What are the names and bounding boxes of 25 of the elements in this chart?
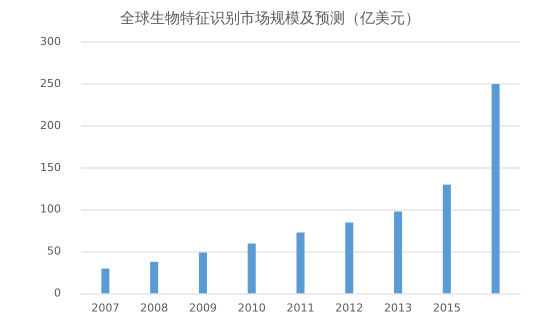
x-tick-label: 2012 [335, 301, 364, 314]
y-tick-label: 250 [40, 76, 61, 90]
chart-title: 全球生物特征识别市场规模及预测（亿美元） [120, 8, 420, 27]
y-tick-label: 300 [40, 34, 61, 48]
x-tick-label: 2010 [238, 301, 266, 314]
y-tick-label: 200 [40, 118, 61, 132]
bar [345, 222, 354, 294]
y-tick-label: 100 [40, 202, 61, 216]
bar [442, 184, 451, 294]
y-tick-label: 150 [40, 160, 61, 174]
x-tick-label: 2007 [91, 301, 120, 314]
bar [296, 232, 305, 294]
bar [492, 84, 500, 294]
y-tick-label: 50 [46, 244, 61, 258]
x-tick-label: 2008 [140, 301, 168, 314]
bar [150, 262, 158, 294]
bar [198, 252, 207, 294]
x-tick-label: 2009 [188, 301, 217, 314]
x-tick-label: 2015 [432, 301, 461, 314]
x-tick-label: 2013 [384, 301, 412, 314]
y-tick-label: 0 [54, 286, 61, 300]
x-tick-label: 2011 [286, 301, 314, 314]
bar [101, 268, 110, 294]
bar [394, 212, 402, 294]
bar [248, 243, 256, 294]
